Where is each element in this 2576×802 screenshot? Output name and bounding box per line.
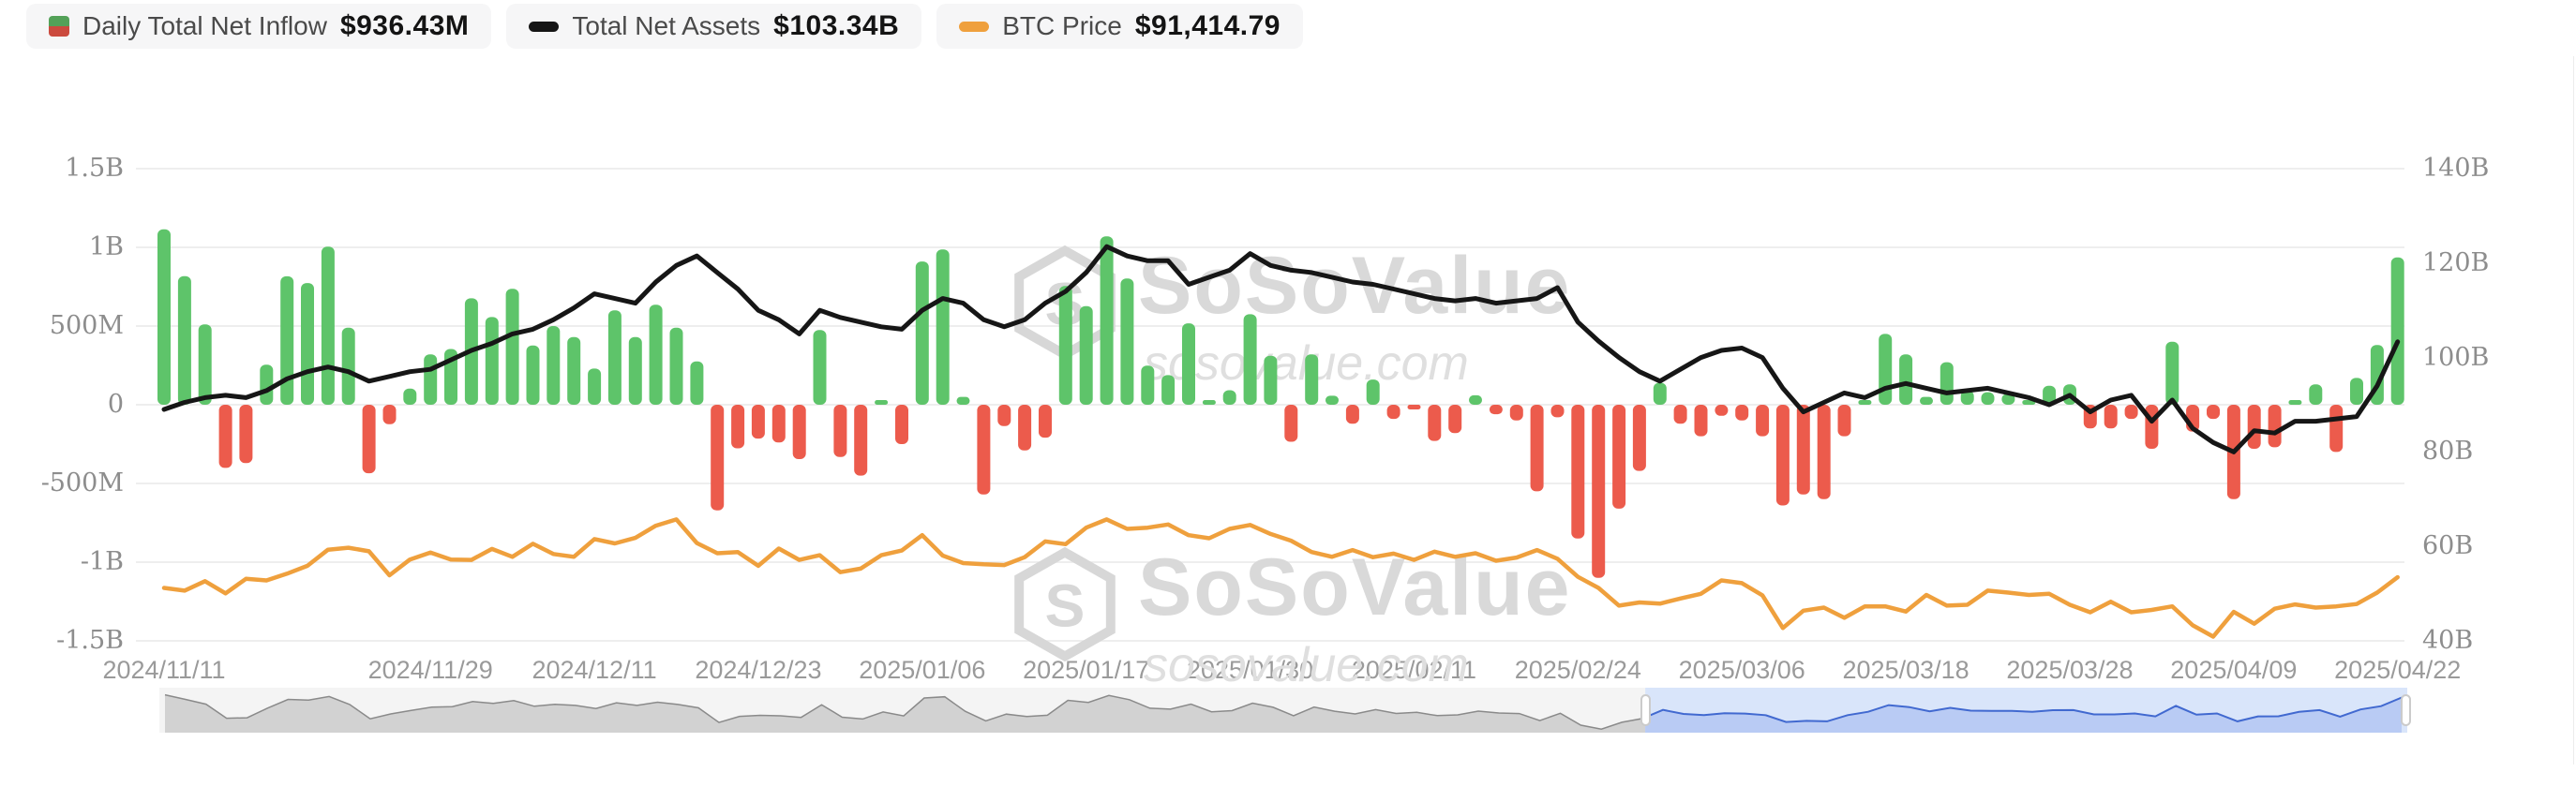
legend-label: BTC Price: [1002, 11, 1122, 40]
y-axis-label: 140B: [2422, 154, 2490, 183]
legend-item-daily-net-inflow[interactable]: Daily Total Net Inflow $936.43M: [26, 4, 492, 49]
y-axis-right-net-assets: 140B 120B 100B 80B 60B 40B: [2422, 0, 2563, 802]
y-axis-label: 60B: [2422, 531, 2474, 561]
chart-legend: Daily Total Net Inflow $936.43M Total Ne…: [26, 4, 1303, 49]
y-axis-label: 100B: [2422, 342, 2490, 372]
y-axis-label: 80B: [2422, 437, 2474, 467]
navigator-left-handle-icon[interactable]: [1640, 694, 1652, 726]
y-axis-label: 1.5B: [65, 154, 124, 183]
panel-right-border: [2573, 56, 2574, 765]
x-axis-date-label: 2025/01/30: [1187, 656, 1314, 684]
y-axis-label: 1B: [88, 232, 124, 261]
y-axis-label: -1B: [80, 547, 124, 576]
x-axis-date-label: 2024/11/29: [367, 656, 493, 684]
y-axis-left-flow: 1.5B 1B 500M 0 -500M -1B -1.5B: [0, 0, 124, 802]
y-axis-label: 40B: [2422, 626, 2474, 655]
x-axis-date-label: 2025/03/06: [1678, 656, 1805, 684]
legend-item-total-net-assets[interactable]: Total Net Assets $103.34B: [506, 4, 922, 49]
legend-value: $936.43M: [339, 10, 470, 41]
inflow-bar-icon: [49, 16, 69, 37]
legend-value: $91,414.79: [1134, 10, 1281, 41]
navigator-mini-chart: [164, 688, 2407, 733]
range-navigator[interactable]: [159, 688, 2411, 733]
x-axis-date-label: 2025/03/28: [2006, 656, 2134, 684]
btc-price-line-icon: [959, 21, 990, 32]
x-axis-date-label: 2025/02/11: [1351, 656, 1477, 684]
net-assets-line-icon: [529, 21, 560, 32]
x-axis-date-label: 2024/12/23: [695, 656, 822, 684]
x-axis-date-label: 2024/12/11: [532, 656, 657, 684]
navigator-right-handle-icon[interactable]: [2401, 694, 2411, 726]
x-axis-date-label: 2025/02/24: [1514, 656, 1641, 684]
x-axis-date-label: 2025/04/09: [2170, 656, 2298, 684]
main-chart-plot[interactable]: [136, 159, 2404, 684]
x-axis-date-label: 2025/01/06: [859, 656, 986, 684]
legend-value: $103.34B: [773, 10, 900, 41]
y-axis-label: 0: [107, 390, 124, 419]
legend-label: Daily Total Net Inflow: [82, 11, 327, 40]
y-axis-label: 500M: [49, 311, 124, 340]
x-axis-date-label: 2025/03/18: [1842, 656, 1969, 684]
y-axis-label: -1.5B: [56, 626, 124, 655]
y-axis-label: 120B: [2422, 247, 2490, 277]
y-axis-label: -500M: [40, 468, 124, 498]
x-axis-date-label: 2024/11/11: [102, 656, 226, 684]
legend-item-btc-price[interactable]: BTC Price $91,414.79: [936, 4, 1303, 49]
legend-label: Total Net Assets: [572, 11, 761, 40]
x-axis-date-label: 2025/04/22: [2334, 656, 2462, 684]
